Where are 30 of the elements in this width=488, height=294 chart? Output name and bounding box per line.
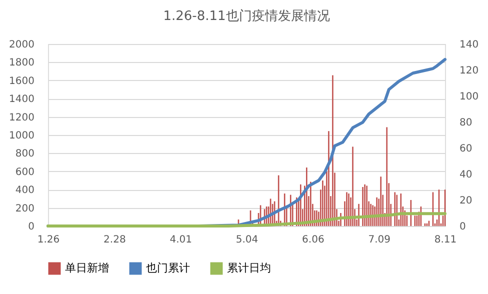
- chart-title: 1.26-8.11也门疫情发展情况: [163, 8, 330, 24]
- y-tick-label: 600: [15, 166, 34, 178]
- y2-tick-label: 20: [460, 196, 472, 206]
- y2-tick-label: 80: [460, 118, 472, 128]
- y2-tick-label: 120: [460, 66, 479, 76]
- y-tick-label: 1200: [9, 112, 34, 124]
- y-tick-label: 1400: [9, 94, 34, 106]
- y-tick-label: 200: [15, 203, 34, 214]
- y2-tick-label: 60: [460, 144, 472, 154]
- x-tick-label: 1.26: [37, 234, 60, 246]
- y2-tick-label: 0: [460, 222, 466, 232]
- y-tick-label: 400: [15, 185, 34, 196]
- y-tick-label: 1800: [9, 58, 34, 69]
- y2-tick-label: 40: [460, 170, 472, 180]
- y-tick-label: 1000: [9, 130, 34, 142]
- y-tick-label: 800: [15, 148, 34, 160]
- x-tick-label: 5.04: [236, 234, 258, 246]
- y-tick-label: 1600: [9, 76, 34, 87]
- legend-label: 也门累计: [146, 262, 190, 275]
- y-tick-label: 2000: [9, 40, 34, 50]
- x-tick-label: 2.28: [104, 234, 126, 246]
- legend-label: 单日新增: [65, 262, 109, 275]
- x-tick-label: 8.11: [434, 234, 457, 246]
- legend-label: 累计日均: [227, 262, 271, 275]
- y2-tick-label: 140: [460, 40, 479, 50]
- x-tick-label: 7.09: [368, 234, 390, 246]
- y2-tick-label: 100: [460, 92, 479, 102]
- x-tick-label: 4.01: [170, 234, 192, 246]
- y-tick-label: 0: [28, 222, 34, 232]
- x-tick-label: 6.06: [302, 234, 324, 246]
